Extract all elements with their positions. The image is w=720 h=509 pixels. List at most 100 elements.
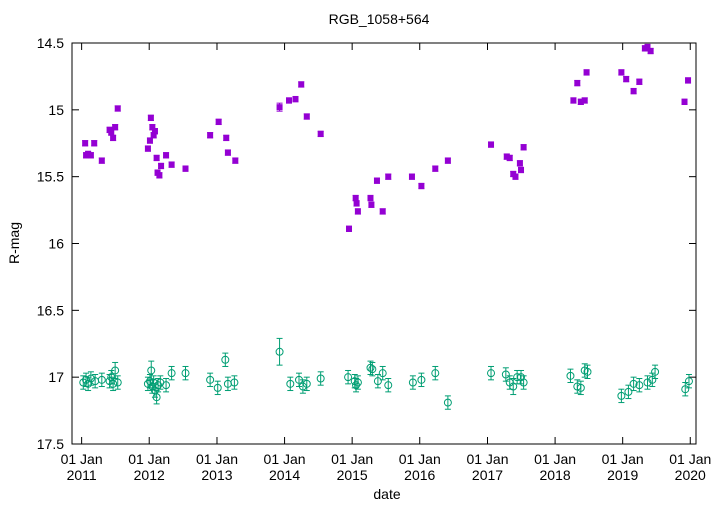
data-point: [162, 381, 171, 390]
data-point: [516, 160, 523, 167]
plot-frame: [71, 42, 697, 445]
data-point: [684, 377, 693, 386]
data-point: [303, 113, 310, 120]
data-point: [344, 373, 353, 382]
y-tick-label: 14.5: [37, 35, 64, 51]
data-point: [224, 149, 231, 156]
x-tick-label: 01 Jan: [331, 451, 373, 467]
data-point: [143, 379, 152, 388]
data-point: [150, 132, 157, 139]
data-point: [112, 124, 119, 131]
data-point: [353, 378, 362, 387]
x-tick-label: 2020: [675, 467, 706, 483]
data-point: [292, 96, 299, 103]
x-tick-label: 01 Jan: [128, 451, 170, 467]
data-point: [298, 81, 305, 88]
data-point: [368, 365, 377, 374]
y-axis-label: R-mag: [6, 222, 22, 264]
data-point: [148, 382, 157, 391]
data-point: [617, 391, 626, 400]
data-point: [79, 378, 88, 387]
x-axis-label: date: [373, 486, 400, 502]
x-tick-label: 01 Jan: [196, 451, 238, 467]
x-tick-label: 2019: [607, 467, 638, 483]
data-point: [651, 367, 660, 376]
x-tick-label: 01 Jan: [399, 451, 441, 467]
data-point: [373, 377, 382, 386]
data-point: [346, 225, 353, 232]
data-point: [408, 173, 415, 180]
data-point: [221, 355, 230, 364]
data-point: [181, 369, 190, 378]
data-point: [378, 369, 387, 378]
data-point: [685, 77, 692, 84]
data-point: [147, 366, 156, 375]
x-tick-label: 01 Jan: [534, 451, 576, 467]
data-point: [286, 379, 295, 388]
x-tick-label: 2016: [404, 467, 435, 483]
data-point: [215, 118, 222, 125]
data-point: [570, 97, 577, 104]
data-point: [636, 78, 643, 85]
data-point: [623, 76, 630, 83]
data-point: [583, 367, 592, 376]
series: [82, 43, 692, 232]
data-point: [110, 134, 117, 141]
data-point: [647, 48, 654, 55]
x-tick-label: 2011: [67, 467, 97, 483]
data-point: [275, 347, 284, 356]
data-point: [144, 145, 151, 152]
data-point: [373, 177, 380, 184]
x-tick-label: 2014: [269, 467, 300, 483]
data-point: [153, 154, 160, 161]
data-point: [109, 379, 118, 388]
data-point: [146, 137, 153, 144]
data-point: [512, 173, 519, 180]
data-point: [91, 140, 98, 147]
data-point: [574, 80, 581, 87]
data-point: [149, 124, 156, 131]
data-point: [230, 378, 239, 387]
data-point: [624, 387, 633, 396]
data-point: [418, 183, 425, 190]
x-tick-label: 01 Jan: [602, 451, 644, 467]
data-point: [635, 381, 644, 390]
x-tick-label: 2012: [134, 467, 165, 483]
data-point: [681, 385, 690, 394]
data-series: [79, 43, 693, 410]
series: [79, 337, 693, 410]
data-point: [384, 381, 393, 390]
data-point: [566, 371, 575, 380]
data-point: [487, 369, 496, 378]
data-point: [163, 152, 170, 159]
data-point: [520, 144, 527, 151]
data-point: [353, 200, 360, 207]
x-tick-label: 2015: [337, 467, 368, 483]
data-point: [630, 88, 637, 95]
data-point: [147, 114, 154, 121]
data-point: [114, 105, 121, 112]
y-tick-label: 16: [48, 236, 64, 252]
data-point: [156, 172, 163, 179]
data-point: [643, 378, 652, 387]
data-point: [432, 165, 439, 172]
data-point: [352, 381, 361, 390]
data-point: [443, 398, 452, 407]
data-point: [167, 369, 176, 378]
data-point: [111, 366, 120, 375]
data-point: [108, 129, 115, 136]
data-point: [82, 140, 89, 147]
data-point: [648, 375, 657, 384]
data-point: [509, 382, 518, 391]
y-tick-label: 17.5: [37, 436, 64, 452]
data-point: [223, 134, 230, 141]
x-tick-label: 2017: [472, 467, 503, 483]
data-point: [644, 44, 651, 51]
data-point: [213, 383, 222, 392]
data-point: [385, 173, 392, 180]
data-point: [154, 381, 163, 390]
data-point: [629, 379, 638, 388]
data-point: [98, 157, 105, 164]
data-point: [276, 104, 283, 111]
